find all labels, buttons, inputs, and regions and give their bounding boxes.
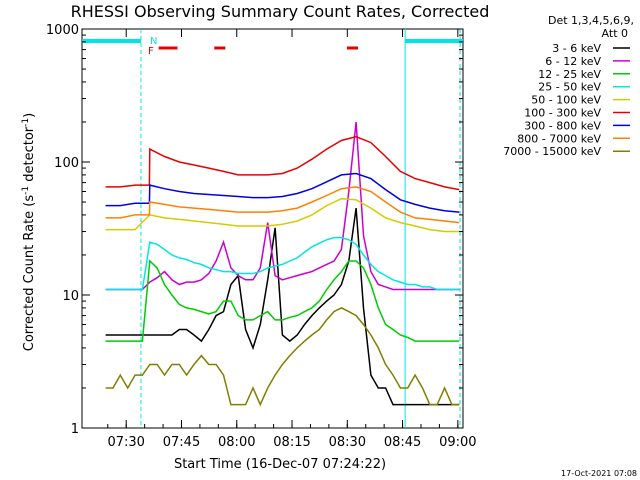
plot-frame [81, 28, 464, 429]
legend-label-0: 3 - 6 keV [552, 42, 601, 55]
legend-header-attenuator: Att 0 [602, 27, 628, 40]
series-line-8 [105, 307, 460, 407]
legend-label-6: 300 - 800 keV [524, 119, 601, 132]
series-line-1 [105, 121, 460, 291]
legend-label-3: 25 - 50 keV [538, 81, 601, 94]
legend-label-2: 12 - 25 keV [538, 68, 601, 81]
series-line-4 [105, 197, 460, 233]
series-line-2 [105, 259, 460, 342]
x-tick-label-3: 08:15 [273, 435, 310, 450]
night-flag-label: N [150, 36, 157, 47]
observing-intervals [82, 29, 463, 428]
chart-title: RHESSI Observing Summary Count Rates, Co… [71, 2, 490, 21]
legend-label-1: 6 - 12 keV [545, 55, 601, 68]
footer-timestamp: 17-Oct-2021 07:08 [561, 469, 637, 478]
series-line-0 [105, 207, 460, 406]
y-axis-label: Corrected Count Rate (s-1 detector-1) [21, 113, 37, 351]
series-line-6 [105, 172, 460, 213]
y-tick-label-1: 10 [62, 289, 79, 304]
x-tick-label-1: 07:45 [163, 435, 200, 450]
legend-header-detectors: Det 1,3,4,5,6,9, [548, 14, 634, 27]
legend-label-5: 100 - 300 keV [524, 107, 601, 120]
series-line-5 [105, 135, 460, 191]
flare-flag-label: F [148, 46, 154, 57]
axes: 07:30 07:45 08:00 08:15 08:30 08:45 09:00 1 10 10… [46, 23, 477, 450]
x-tick-label-2: 08:00 [218, 435, 255, 450]
x-tick-label-6: 09:00 [439, 435, 476, 450]
y-tick-label-3: 1000 [46, 23, 79, 38]
flare-flags: N F [148, 36, 358, 57]
x-tick-label-5: 08:45 [384, 435, 421, 450]
legend-label-4: 50 - 100 keV [531, 94, 601, 107]
legend-label-7: 800 - 7000 keV [517, 132, 601, 145]
x-tick-label-0: 07:30 [107, 435, 144, 450]
legend-label-8: 7000 - 15000 keV [503, 145, 601, 158]
series-lines [105, 121, 460, 407]
x-axis-label: Start Time (16-Dec-07 07:24:22) [174, 457, 386, 472]
x-tick-label-4: 08:30 [329, 435, 366, 450]
series-line-3 [105, 236, 460, 291]
y-tick-label-0: 1 [71, 422, 79, 437]
series-line-7 [105, 186, 460, 224]
y-tick-label-2: 100 [54, 156, 79, 171]
